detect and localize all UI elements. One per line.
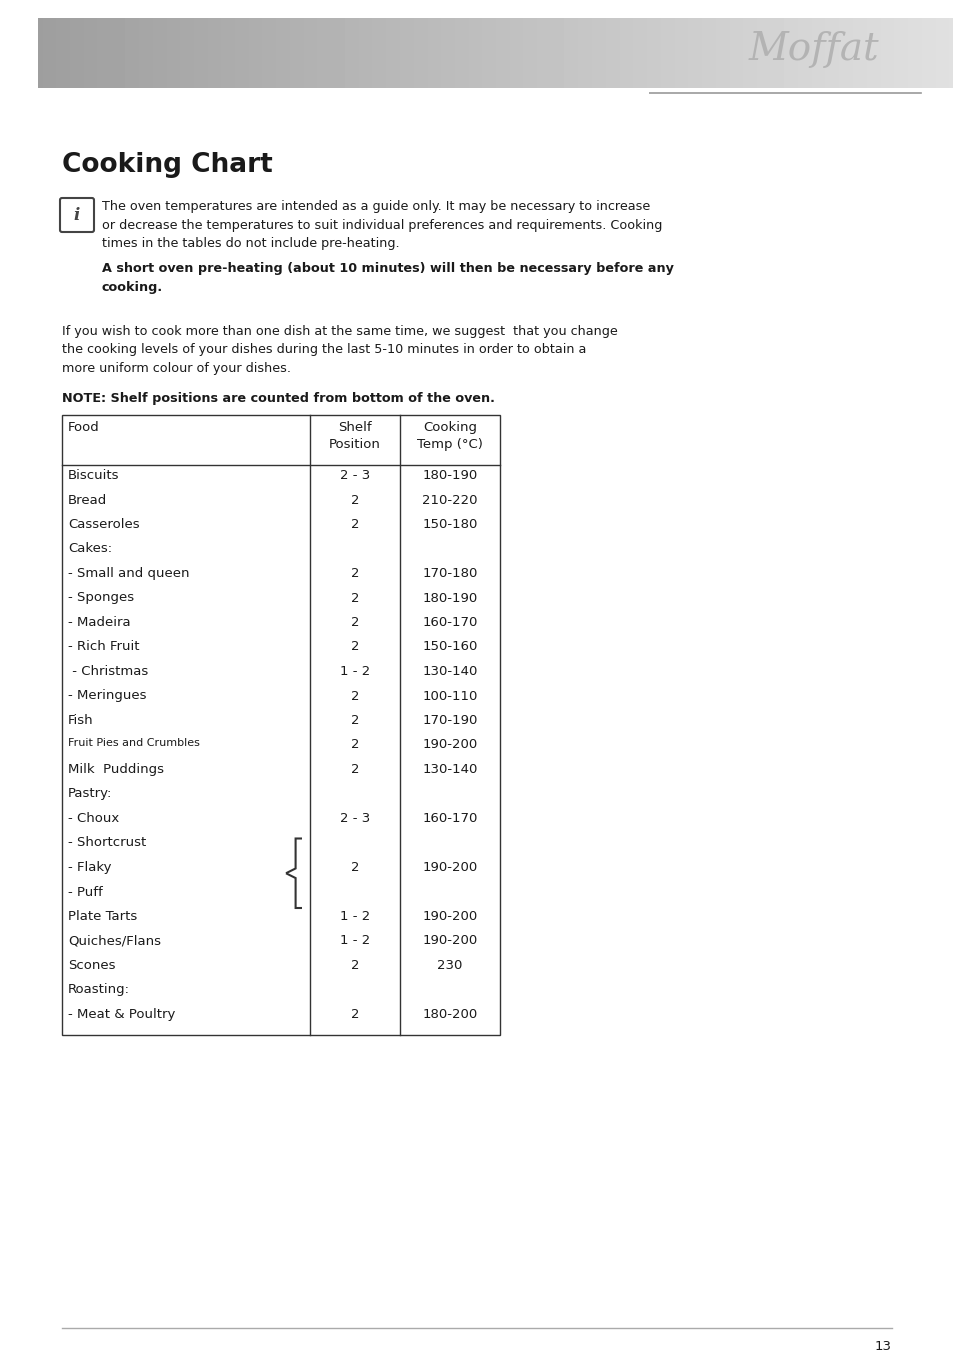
Text: - Meringues: - Meringues (68, 689, 147, 703)
Text: Pastry:: Pastry: (68, 788, 112, 800)
Text: - Madeira: - Madeira (68, 616, 131, 630)
Text: - Shortcrust: - Shortcrust (68, 837, 146, 849)
Text: 1 - 2: 1 - 2 (339, 910, 370, 923)
Text: The oven temperatures are intended as a guide only. It may be necessary to incre: The oven temperatures are intended as a … (102, 200, 661, 250)
Text: 130-140: 130-140 (422, 764, 477, 776)
Text: 2 - 3: 2 - 3 (339, 468, 370, 482)
Text: i: i (73, 207, 80, 225)
Text: Milk  Puddings: Milk Puddings (68, 764, 164, 776)
Text: 2: 2 (351, 689, 359, 703)
Text: 2: 2 (351, 1007, 359, 1021)
Text: 2: 2 (351, 959, 359, 972)
Text: 2: 2 (351, 493, 359, 506)
Text: Cooking
Temp (°C): Cooking Temp (°C) (416, 421, 482, 451)
Text: - Puff: - Puff (68, 886, 103, 899)
Text: 190-200: 190-200 (422, 934, 477, 948)
Text: 190-200: 190-200 (422, 861, 477, 873)
Text: - Flaky: - Flaky (68, 861, 112, 873)
Text: 160-170: 160-170 (422, 812, 477, 825)
Text: Food: Food (68, 421, 100, 435)
Text: - Small and queen: - Small and queen (68, 567, 190, 580)
Text: 180-190: 180-190 (422, 592, 477, 604)
Text: 150-180: 150-180 (422, 519, 477, 531)
Text: 160-170: 160-170 (422, 616, 477, 630)
Text: Fruit Pies and Crumbles: Fruit Pies and Crumbles (68, 738, 200, 749)
Text: 2: 2 (351, 738, 359, 751)
Text: 2: 2 (351, 640, 359, 654)
Text: A short oven pre-heating (about 10 minutes) will then be necessary before any
co: A short oven pre-heating (about 10 minut… (102, 263, 673, 294)
Text: Plate Tarts: Plate Tarts (68, 910, 137, 923)
Text: - Choux: - Choux (68, 812, 119, 825)
FancyBboxPatch shape (60, 198, 94, 232)
Bar (62, 414, 499, 1034)
Text: Quiches/Flans: Quiches/Flans (68, 934, 161, 948)
Text: 180-200: 180-200 (422, 1007, 477, 1021)
Text: 2: 2 (351, 567, 359, 580)
Text: Bread: Bread (68, 493, 107, 506)
Text: 180-190: 180-190 (422, 468, 477, 482)
Text: Moffat: Moffat (748, 31, 879, 68)
Text: 190-200: 190-200 (422, 910, 477, 923)
Text: 13: 13 (874, 1340, 891, 1353)
Text: - Meat & Poultry: - Meat & Poultry (68, 1007, 175, 1021)
Text: Fish: Fish (68, 714, 93, 727)
Text: Shelf
Position: Shelf Position (329, 421, 380, 451)
Text: NOTE: Shelf positions are counted from bottom of the oven.: NOTE: Shelf positions are counted from b… (62, 393, 495, 405)
Text: 170-180: 170-180 (422, 567, 477, 580)
Text: Casseroles: Casseroles (68, 519, 139, 531)
Text: 210-220: 210-220 (422, 493, 477, 506)
Text: 230: 230 (436, 959, 462, 972)
Text: 2: 2 (351, 764, 359, 776)
Text: 2: 2 (351, 519, 359, 531)
Text: - Rich Fruit: - Rich Fruit (68, 640, 139, 654)
Text: Cooking Chart: Cooking Chart (62, 152, 273, 177)
Text: 190-200: 190-200 (422, 738, 477, 751)
Text: 2: 2 (351, 714, 359, 727)
Text: 2: 2 (351, 592, 359, 604)
Text: Scones: Scones (68, 959, 115, 972)
Text: 1 - 2: 1 - 2 (339, 934, 370, 948)
Text: 1 - 2: 1 - 2 (339, 665, 370, 678)
Text: 2: 2 (351, 861, 359, 873)
Text: 2: 2 (351, 616, 359, 630)
Text: Cakes:: Cakes: (68, 543, 112, 555)
Text: If you wish to cook more than one dish at the same time, we suggest  that you ch: If you wish to cook more than one dish a… (62, 325, 618, 375)
Text: 100-110: 100-110 (422, 689, 477, 703)
Text: 170-190: 170-190 (422, 714, 477, 727)
Text: Roasting:: Roasting: (68, 983, 130, 997)
Text: Biscuits: Biscuits (68, 468, 119, 482)
Text: - Sponges: - Sponges (68, 592, 134, 604)
Text: 2 - 3: 2 - 3 (339, 812, 370, 825)
Text: 150-160: 150-160 (422, 640, 477, 654)
Text: - Christmas: - Christmas (68, 665, 148, 678)
Text: 130-140: 130-140 (422, 665, 477, 678)
